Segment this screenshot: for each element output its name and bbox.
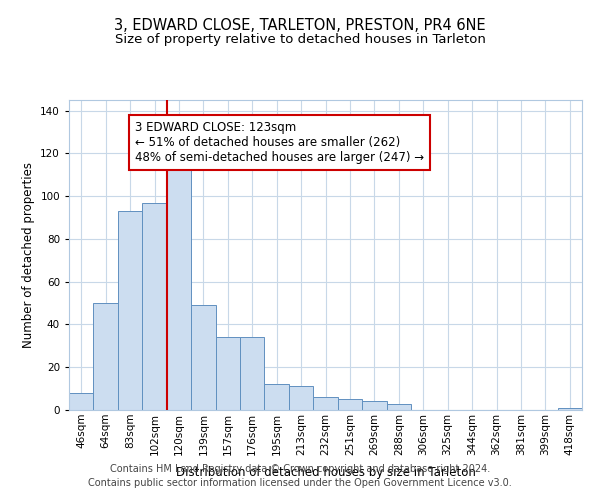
- Text: 3 EDWARD CLOSE: 123sqm
← 51% of detached houses are smaller (262)
48% of semi-de: 3 EDWARD CLOSE: 123sqm ← 51% of detached…: [135, 122, 424, 164]
- Bar: [94, 303, 118, 410]
- Text: Contains HM Land Registry data © Crown copyright and database right 2024.
Contai: Contains HM Land Registry data © Crown c…: [88, 464, 512, 487]
- Text: 3, EDWARD CLOSE, TARLETON, PRESTON, PR4 6NE: 3, EDWARD CLOSE, TARLETON, PRESTON, PR4 …: [114, 18, 486, 32]
- Bar: [386, 404, 411, 410]
- Bar: [142, 202, 167, 410]
- Bar: [69, 393, 94, 410]
- Bar: [289, 386, 313, 410]
- Text: Size of property relative to detached houses in Tarleton: Size of property relative to detached ho…: [115, 32, 485, 46]
- Y-axis label: Number of detached properties: Number of detached properties: [22, 162, 35, 348]
- Bar: [215, 338, 240, 410]
- Bar: [167, 168, 191, 410]
- Bar: [118, 211, 142, 410]
- Bar: [240, 338, 265, 410]
- X-axis label: Distribution of detached houses by size in Tarleton: Distribution of detached houses by size …: [176, 466, 475, 479]
- Bar: [338, 400, 362, 410]
- Bar: [557, 408, 582, 410]
- Bar: [362, 402, 386, 410]
- Bar: [313, 397, 338, 410]
- Bar: [265, 384, 289, 410]
- Bar: [191, 305, 215, 410]
